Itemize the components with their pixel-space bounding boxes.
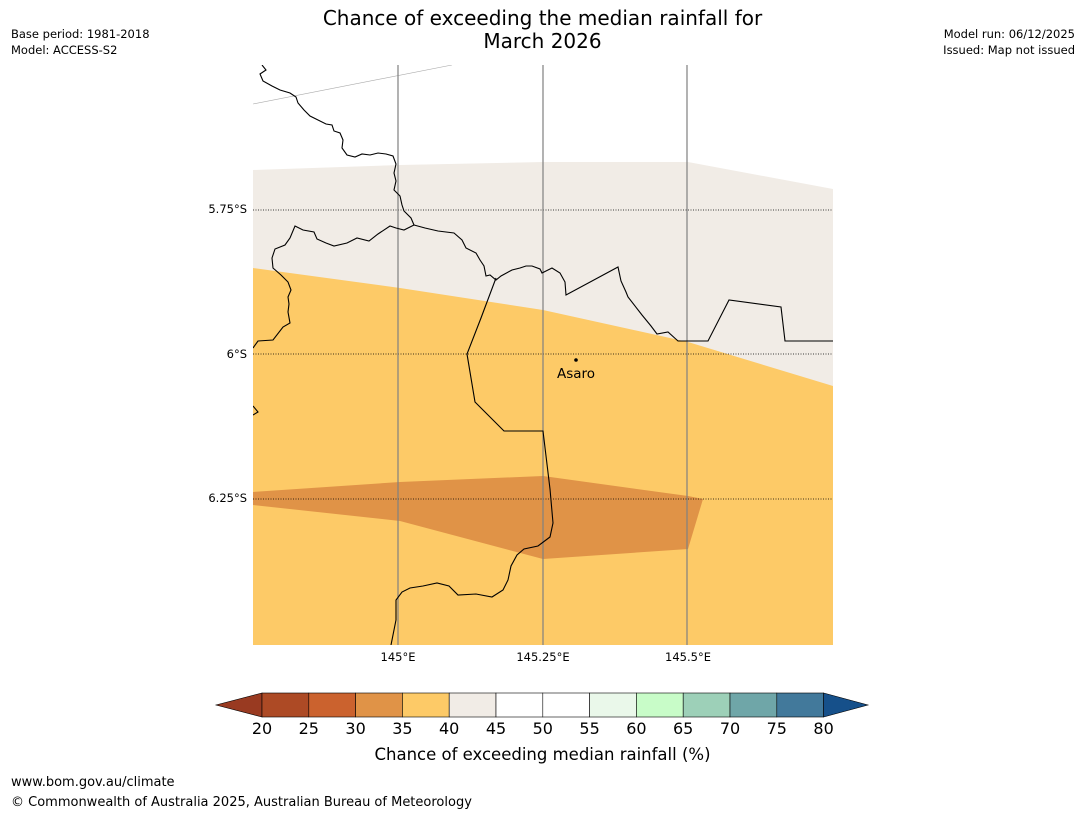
colorbar (214, 692, 870, 718)
colorbar-tick-65: 65 (673, 719, 694, 738)
lat-labels: 5.75°S 6°S 6.25°S (208, 202, 247, 505)
colorbar-segment-75-80 (776, 692, 824, 718)
lon-label-145-25e: 145.25°E (516, 650, 569, 664)
colorbar-tick-75: 75 (766, 719, 787, 738)
colorbar-tick-20: 20 (251, 719, 273, 738)
coastline-northwest (253, 65, 453, 105)
place-asaro[interactable]: Asaro (557, 358, 595, 382)
colorbar-segment-35-40 (402, 692, 450, 718)
lon-labels: 145°E 145.25°E 145.5°E (381, 650, 711, 664)
colorbar-segment-60-65 (636, 692, 684, 718)
colorbar-segment-30-35 (355, 692, 403, 718)
lon-label-145-5e: 145.5°E (665, 650, 711, 664)
colorbar-tick-55: 55 (579, 719, 600, 738)
gridlines (253, 65, 833, 645)
footer-copyright: © Commonwealth of Australia 2025, Austra… (11, 795, 472, 810)
colorbar-tick-35: 35 (392, 719, 413, 738)
asaro-label: Asaro (557, 366, 595, 382)
border-east (413, 224, 833, 342)
lon-label-145e: 145°E (381, 650, 416, 664)
border-central (390, 277, 554, 645)
colorbar-segment-25-30 (308, 692, 356, 718)
colorbar-label: Chance of exceeding median rainfall (%) (374, 745, 711, 764)
colorbar-tick-40: 40 (439, 719, 460, 738)
colorbar-extend-low (214, 692, 263, 718)
colorbar-segment-20-25 (261, 692, 310, 718)
meta-left: Base period: 1981-2018 Model: ACCESS-S2 (11, 26, 150, 58)
lat-label-6s: 6°S (227, 347, 247, 361)
colorbar-segment-40-45 (448, 692, 497, 718)
colorbar-segment-70-75 (729, 692, 778, 718)
map-title-line1: Chance of exceeding the median rainfall … (322, 6, 763, 30)
border-north (253, 65, 415, 349)
colorbar-tick-50: 50 (532, 719, 553, 738)
lat-label-6-25s: 6.25°S (208, 491, 247, 505)
region-30-35 (253, 476, 703, 559)
lat-label-5-75s: 5.75°S (208, 202, 247, 216)
colorbar-segment-50-55 (542, 692, 590, 718)
colorbar-tick-70: 70 (719, 719, 741, 738)
colorbar-segment-55-60 (589, 692, 637, 718)
map-area[interactable]: Asaro (253, 65, 833, 645)
province-borders (253, 65, 833, 645)
colorbar-tick-60: 60 (626, 719, 647, 738)
model-run: Model run: 06/12/2025 (943, 27, 1075, 41)
colorbar-extend-high (823, 692, 870, 718)
footer-url[interactable]: www.bom.gov.au/climate (11, 775, 175, 790)
colorbar-segment-45-50 (495, 692, 544, 718)
map-title: Chance of exceeding the median rainfall … (0, 7, 1085, 53)
colorbar-tick-30: 30 (345, 719, 366, 738)
colorbar-tick-45: 45 (485, 719, 507, 738)
meta-right: Model run: 06/12/2025 Issued: Map not is… (943, 26, 1075, 58)
colorbar-tick-25: 25 (298, 719, 319, 738)
model-name: Model: ACCESS-S2 (11, 43, 118, 57)
border-west-notch (253, 405, 259, 416)
map-title-line2: March 2026 (483, 29, 602, 53)
asaro-marker (574, 358, 578, 362)
colorbar-segment-65-70 (682, 692, 731, 718)
base-period: Base period: 1981-2018 (11, 27, 150, 41)
issued-status: Issued: Map not issued (943, 43, 1075, 57)
colorbar-tick-80: 80 (813, 719, 834, 738)
